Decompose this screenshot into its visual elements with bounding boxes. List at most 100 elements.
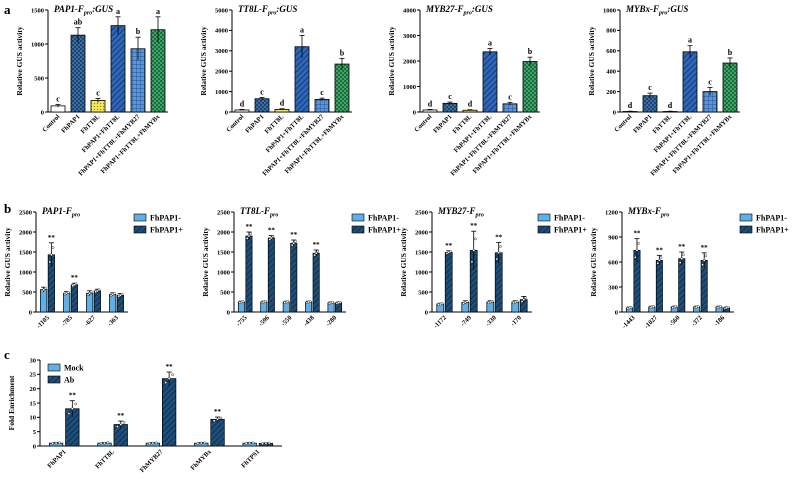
chart-title: TT8L-Fpro:GUS [238, 4, 297, 17]
replicate-point [674, 305, 678, 308]
category-label: FhMYB27 [139, 448, 165, 474]
replicate-point [148, 442, 151, 445]
y-tick-label: 15 [30, 400, 37, 407]
legend-swatch [537, 225, 551, 234]
replicate-point [292, 241, 296, 245]
significance-letter: b [528, 47, 533, 56]
category-label: -280 [325, 314, 338, 327]
significance-letter: c [508, 92, 512, 101]
bar [682, 51, 698, 113]
replicate-point [440, 302, 444, 305]
significance-letter: d [628, 101, 633, 110]
y-tick-label: 3000 [403, 33, 416, 40]
y-tick-label: 300 [608, 284, 618, 291]
category-label: -560 [668, 314, 681, 327]
replicate-point [42, 288, 45, 291]
significance-letter: ab [74, 18, 83, 27]
y-axis-label: Relative GUS activity [15, 26, 24, 95]
category-label: FhPAP1 [432, 113, 453, 134]
chart-a1: 0 500 1000 1500 Relative GUS activity PAP1-Fp… [15, 4, 168, 177]
replicate-point [290, 243, 294, 247]
replicate-point [251, 441, 255, 445]
y-tick-label: 0 [33, 443, 36, 450]
replicate-point [67, 412, 71, 415]
replicate-point [308, 300, 312, 303]
category-label: -1443 [621, 314, 637, 330]
bar-series-2 [678, 258, 686, 313]
chart-c: 0 5 10 15 20 25 30 Fold Enrichment ** FhPAP1 ** FhT… [7, 357, 282, 474]
replicate-point [658, 259, 661, 262]
category-label: -755 [235, 314, 249, 328]
y-tick-label: 4000 [403, 7, 416, 14]
category-label: -1027 [643, 314, 659, 330]
legend-swatch [133, 225, 147, 234]
y-tick-label: 4000 [215, 28, 228, 35]
y-tick-label: 1500 [415, 249, 428, 256]
bar [482, 51, 498, 113]
replicate-point [248, 441, 251, 445]
replicate-point [495, 257, 499, 261]
y-tick-label: 30 [30, 357, 37, 364]
y-tick-label: 1500 [19, 249, 32, 256]
y-tick-label: 500 [22, 289, 32, 296]
category-label: -785 [61, 314, 75, 328]
y-tick-label: 0 [615, 309, 618, 316]
significance-mark: ** [678, 243, 686, 251]
replicate-point [271, 235, 275, 238]
replicate-point [88, 291, 91, 295]
chart-a3: 0 1000 2000 3000 4000 Relative GUS activity MY… [387, 4, 540, 177]
bar-series-1 [40, 289, 48, 313]
bar [442, 102, 458, 113]
replicate-point [465, 300, 469, 303]
legend-swatch [47, 363, 61, 372]
chart-b1: 0 500 1000 1500 2000 2500 Relative GUS activit… [3, 206, 183, 330]
bar-series-2 [655, 259, 663, 313]
replicate-point [520, 300, 524, 303]
bar-series-2 [162, 378, 177, 447]
replicate-point [216, 418, 219, 421]
chart-a4: 0 200 400 600 800 1000 Relative GUS activity MY… [587, 4, 740, 177]
replicate-point [154, 441, 158, 445]
legend-swatch [739, 225, 753, 234]
y-tick-label: 2000 [217, 229, 230, 236]
replicate-point [719, 305, 722, 308]
y-tick-label: 1000 [415, 269, 428, 276]
chart-title: MYBx-Fpro [627, 206, 669, 219]
legend-swatch [47, 375, 61, 384]
title-subscript: pro [83, 11, 92, 17]
replicate-point [106, 441, 110, 445]
legend-swatch [739, 213, 753, 222]
y-tick-label: 25 [30, 372, 37, 379]
title-subscript: pro [267, 11, 276, 17]
y-tick-label: 0 [425, 309, 428, 316]
chart-b3: 0 500 1000 1500 2000 2500 Relative GUS activit… [399, 206, 587, 330]
chart-title: PAP1-Fpro:GUS [54, 4, 113, 17]
replicate-point [164, 381, 168, 384]
y-tick-label: 2500 [415, 209, 428, 216]
y-tick-label: 5000 [215, 7, 228, 14]
replicate-point [316, 249, 320, 253]
replicate-point [171, 373, 174, 376]
replicate-point [696, 305, 700, 308]
replicate-point [474, 237, 477, 241]
replicate-point [704, 254, 708, 258]
title-subscript: pro [660, 213, 669, 219]
chart-a2: 0 1000 2000 3000 4000 5000 Relative GUS activi… [199, 4, 352, 177]
y-tick-label: 20 [30, 386, 37, 393]
y-tick-label: 5 [33, 429, 37, 436]
y-tick-label: 500 [34, 75, 44, 82]
y-axis-label: Relative GUS activity [589, 227, 598, 296]
replicate-point [313, 253, 316, 257]
chart-title: MYBx-Fpro:GUS [625, 4, 688, 17]
replicate-point [120, 292, 124, 296]
significance-letter: c [448, 92, 452, 101]
chart-title: TT8L-Fpro [240, 206, 278, 219]
title-subscript: pro [269, 213, 278, 219]
y-tick-label: 1200 [605, 209, 618, 216]
significance-mark: ** [214, 408, 222, 416]
y-tick-label: 2000 [415, 229, 428, 236]
significance-mark: ** [245, 223, 253, 231]
replicate-point [637, 242, 640, 245]
bar [110, 25, 126, 113]
significance-letter: c [96, 88, 100, 97]
